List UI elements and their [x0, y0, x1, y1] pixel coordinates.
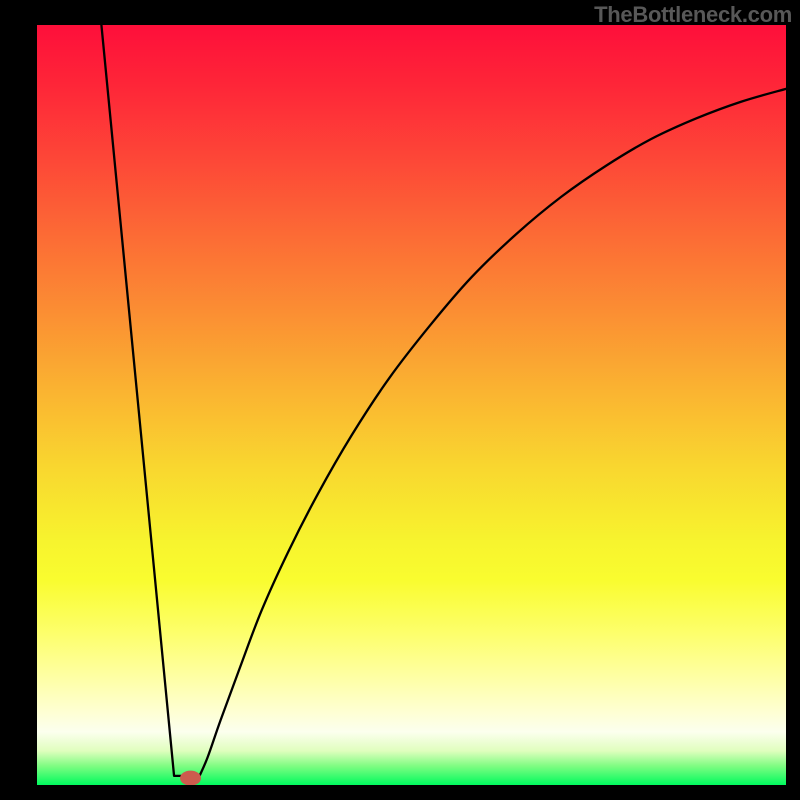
frame-right	[786, 0, 800, 800]
chart-container: TheBottleneck.com	[0, 0, 800, 800]
frame-left	[0, 0, 37, 800]
frame-bottom	[0, 785, 800, 800]
min-marker	[181, 771, 201, 785]
chart-svg	[0, 0, 800, 800]
watermark: TheBottleneck.com	[594, 2, 792, 28]
plot-area	[37, 25, 786, 785]
